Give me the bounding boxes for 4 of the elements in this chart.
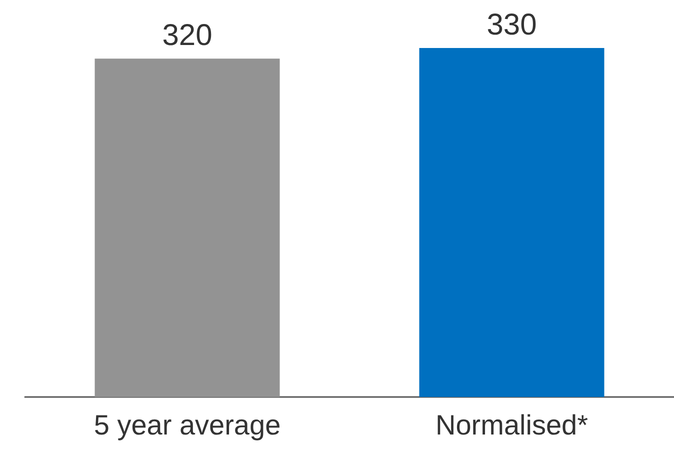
x-tick-label: Normalised* [436,410,588,440]
data-label: 330 [486,8,537,42]
x-tick-label: 5 year average [94,410,281,440]
data-label: 320 [162,19,212,52]
